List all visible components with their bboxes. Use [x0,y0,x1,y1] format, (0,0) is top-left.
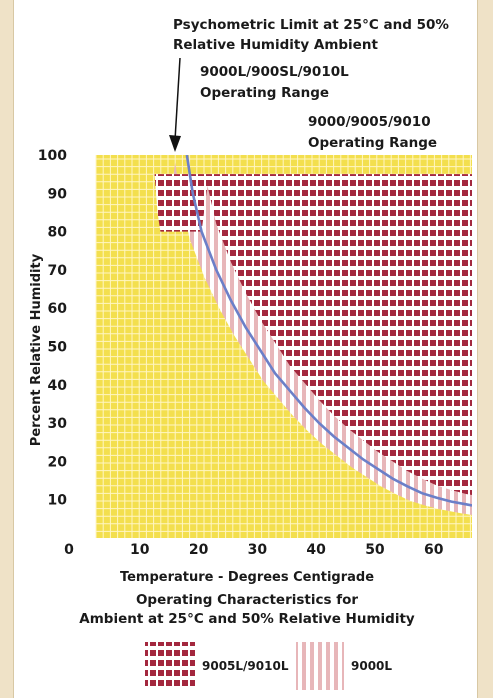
x-tick-label: 60 [424,542,444,558]
x-axis-label: Temperature - Degrees Centigrade [120,570,374,585]
chart: 10 20 30 40 50 60 70 80 90 100 0 10 20 30 40 50 60 Temper… [29,17,472,690]
x-tick-label: 10 [130,542,150,558]
x-tick-label: 20 [189,542,209,558]
y-tick-label: 40 [48,378,68,394]
y-axis-label: Percent Relative Humidity [29,253,44,446]
caption-line2: Ambient at 25°C and 50% Relative Humidit… [79,611,415,627]
annotation-range-l-line1: 9000L/900SL/9010L [200,64,349,80]
chart-frame: 10 20 30 40 50 60 70 80 90 100 0 10 20 30 40 50 60 Temper… [13,0,478,698]
annotation-psychrometric-limit-line1: Psychometric Limit at 25°C and 50% [173,17,449,33]
caption-line1: Operating Characteristics for [136,592,358,608]
region-9005l-9010l [154,174,472,496]
y-tick-label: 50 [48,340,68,356]
x-tick-label: 30 [248,542,268,558]
x-tick-label: 0 [64,542,74,558]
y-tick-label: 30 [48,416,68,432]
legend-swatch-9000l [296,642,344,690]
annotation-arrow-head [169,135,181,152]
x-tick-label: 50 [365,542,385,558]
annotation-range-std-line2: Operating Range [308,135,437,151]
y-tick-label: 70 [48,263,68,279]
legend-swatch-9005l-9010l [145,642,195,690]
y-tick-label: 100 [38,148,67,164]
y-tick-label: 90 [48,186,68,202]
annotation-range-std-line1: 9000/9005/9010 [308,114,431,130]
annotation-arrow-shaft [174,57,181,141]
psychrometric-curve [185,155,472,507]
annotation-psychrometric-limit-line2: Relative Humidity Ambient [173,37,378,53]
y-tick-label: 10 [48,493,68,509]
x-tick-label: 40 [306,542,326,558]
legend-label-9005l-9010l: 9005L/9010L [202,659,289,673]
legend-label-9000l: 9000L [351,659,392,673]
y-tick-label: 20 [48,454,68,470]
y-tick-label: 60 [48,301,68,317]
annotation-range-l-line2: Operating Range [200,85,329,101]
y-tick-label: 80 [48,225,68,241]
